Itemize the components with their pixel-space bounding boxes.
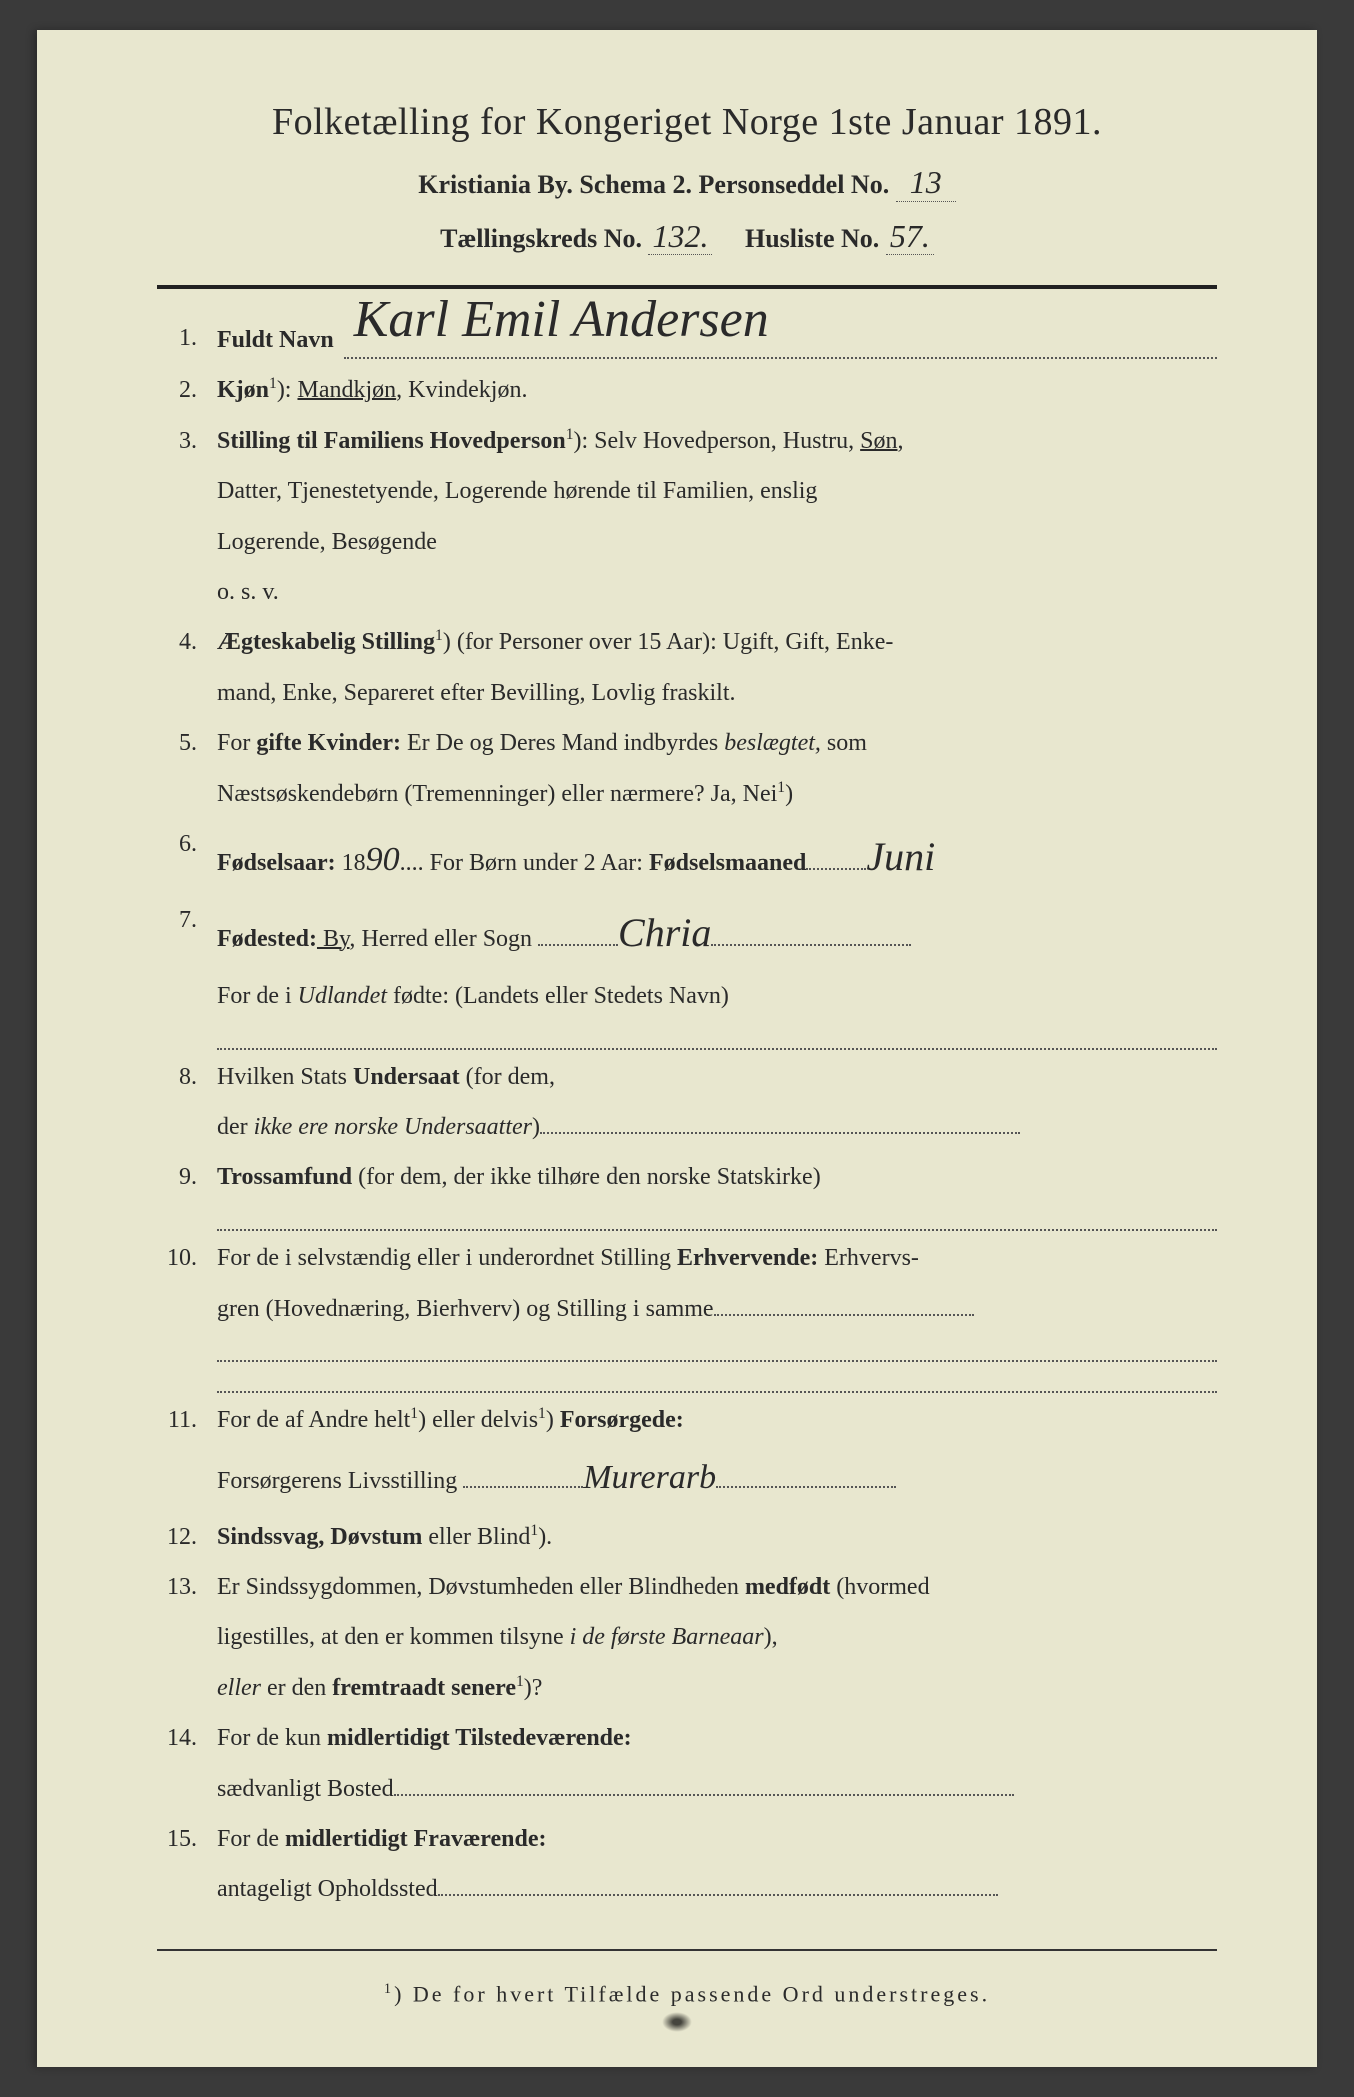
row-3-relation: 3. Stilling til Familiens Hovedperson1):… [157,422,1217,460]
row-14-temp-present: 14. For de kun midlertidigt Tilstedevære… [157,1719,1217,1757]
row-15-temp-absent: 15. For de midlertidigt Fraværende: [157,1820,1217,1858]
row-11-dependents: 11. For de af Andre helt1) eller delvis1… [157,1401,1217,1439]
row-4-marital: 4. Ægteskabelig Stilling1) (for Personer… [157,623,1217,661]
birthplace-value: Chria [618,910,711,955]
row-5-married-women: 5. For gifte Kvinder: Er De og Deres Man… [157,724,1217,762]
footnote: 1) De for hvert Tilfælde passende Ord un… [157,1981,1217,2007]
row-8-subject: 8. Hvilken Stats Undersaat (for dem, [157,1058,1217,1096]
census-form-page: Folketælling for Kongeriget Norge 1ste J… [37,30,1317,2067]
dotted-line [217,1027,1217,1049]
row-7-birthplace: 7. Fødested: By, Herred eller Sogn Chria [157,901,1217,965]
third-line: Tællingskreds No. 132. Husliste No. 57. [157,218,1217,255]
row-9-religion: 9. Trossamfund (for dem, der ikke tilhør… [157,1158,1217,1196]
row-1-name: 1. Fuldt Navn Karl Emil Andersen [157,319,1217,359]
personseddel-number: 13 [910,164,942,200]
subtitle-prefix: Kristiania By. Schema 2. Personseddel No… [418,170,889,199]
row-6-birthyear: 6. Fødselsaar: 1890.... For Børn under 2… [157,825,1217,889]
row-12-disability: 12. Sindssvag, Døvstum eller Blind1). [157,1518,1217,1556]
relation-selected: Søn, [860,428,903,454]
row-10-occupation: 10. For de i selvstændig eller i underor… [157,1239,1217,1277]
provider-occupation: Murerarb [583,1459,716,1496]
sex-selected: Mandkjøn [297,377,396,403]
label-fuldt-navn: Fuldt Navn [217,321,334,359]
husliste-label: Husliste No. [745,224,879,253]
ink-smudge [662,2012,692,2032]
full-name-value: Karl Emil Andersen [354,278,769,361]
birth-year: 90 [366,841,400,878]
kreds-number: 132. [648,218,712,255]
main-title: Folketælling for Kongeriget Norge 1ste J… [157,100,1217,144]
husliste-number: 57. [886,218,934,255]
kreds-label: Tællingskreds No. [440,224,642,253]
row-13-disability-onset: 13. Er Sindssygdommen, Døvstumheden elle… [157,1568,1217,1606]
subtitle-line: Kristiania By. Schema 2. Personseddel No… [157,164,1217,202]
birth-month: Juni [866,834,935,879]
divider-bottom [157,1949,1217,1951]
row-2-sex: 2. Kjøn1): Mandkjøn, Kvindekjøn. [157,371,1217,409]
